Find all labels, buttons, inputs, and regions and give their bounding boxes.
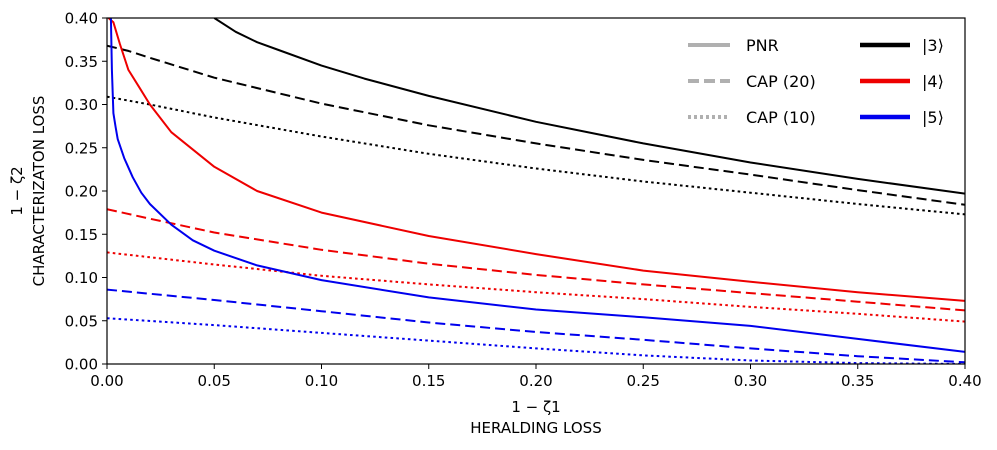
series-line-6: [109, 18, 965, 353]
y-tick-label: 0.35: [65, 53, 98, 71]
y-tick-label: 0.05: [65, 312, 98, 330]
series-line-5: [107, 251, 965, 323]
x-tick-label: 0.35: [841, 372, 874, 390]
series-line-2: [107, 95, 965, 216]
y-axis-math-label: 1 − ζ2: [8, 166, 26, 215]
legend: PNR CAP (20) CAP (10) |3⟩ |4⟩ |5⟩: [688, 36, 944, 127]
legend-state-label: |5⟩: [922, 108, 944, 127]
x-tick-label: 0.20: [519, 372, 552, 390]
y-tick-label: 0.15: [65, 226, 98, 244]
ticks-layer: 0.00 0.05 0.10 0.15 0.20 0.25 0.30 0.35 0.40 0.00…: [65, 10, 982, 391]
x-tick-label: 0.00: [90, 372, 123, 390]
legend-style-label: CAP (10): [746, 108, 816, 127]
x-tick-label: 0.05: [198, 372, 231, 390]
series-line-4: [107, 208, 965, 312]
legend-style-label: CAP (20): [746, 72, 816, 91]
series-line-3: [107, 18, 965, 302]
series-line-1: [107, 44, 965, 206]
y-tick-label: 0.10: [65, 269, 98, 287]
x-axis-label: HERALDING LOSS: [470, 419, 601, 437]
x-axis-math-label: 1 − ζ1: [511, 398, 560, 416]
x-tick-label: 0.25: [627, 372, 660, 390]
series-line-8: [107, 317, 965, 364]
series-line-7: [107, 288, 965, 364]
legend-style-label: PNR: [746, 36, 779, 55]
x-tick-label: 0.10: [305, 372, 338, 390]
y-axis-label: CHARACTERIZATON LOSS: [30, 96, 48, 287]
y-tick-label: 0.40: [65, 10, 98, 28]
series-layer: [107, 18, 965, 364]
x-tick-label: 0.15: [412, 372, 445, 390]
legend-state-label: |4⟩: [922, 72, 944, 91]
y-tick-label: 0.30: [65, 96, 98, 114]
legend-state-label: |3⟩: [922, 36, 944, 55]
series-line-0: [213, 18, 965, 195]
y-tick-label: 0.20: [65, 183, 98, 201]
x-tick-label: 0.40: [948, 372, 981, 390]
x-tick-label: 0.30: [734, 372, 767, 390]
y-tick-label: 0.00: [65, 356, 98, 374]
y-tick-label: 0.25: [65, 139, 98, 157]
